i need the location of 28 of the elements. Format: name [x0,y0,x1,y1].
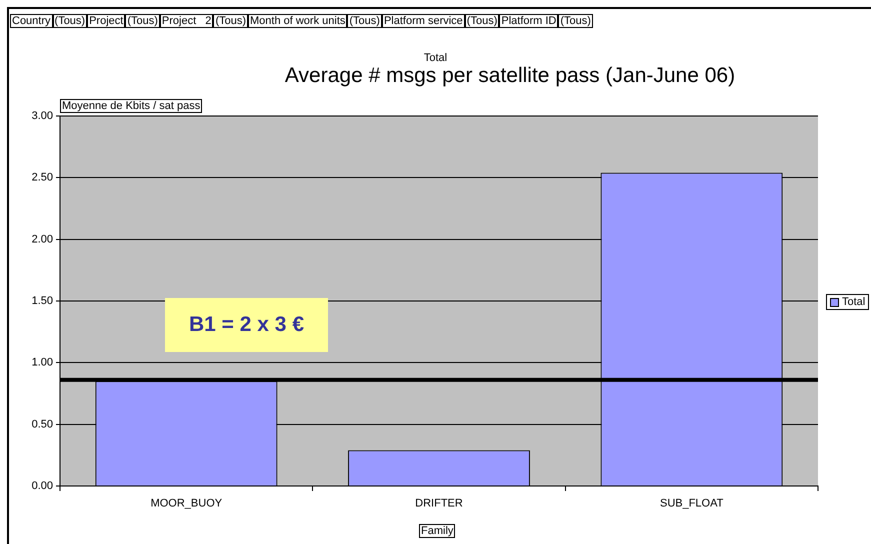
y-tick-label: 1.50 [32,295,53,308]
x-tick-label: MOOR_BUOY [150,498,223,510]
text: (Tous) [52,14,88,28]
y-tick-label: 3.00 [32,110,53,122]
y-tick-label: 2.50 [32,172,53,184]
y-tick-label: 1.00 [32,356,53,369]
text: (Tous) [347,14,382,28]
text: Project 2 [160,14,214,28]
text: Month of work units [248,14,348,28]
x-tick-label: DRIFTER [415,498,463,510]
x-axis-title: Family [419,524,456,538]
text: Country [10,14,53,28]
text: (Tous) [213,14,248,28]
text: (Tous) [558,14,593,28]
y-tick-label: 2.00 [32,233,53,246]
y-axis-title: Moyenne de Kbits / sat pass [60,99,202,113]
x-tick-label: SUB_FLOAT [660,498,724,510]
chart-subtitle: Total [422,52,448,64]
y-tick-label: 0.00 [32,480,53,492]
chart-title: Average # msgs per satellite pass (Jan-June 06) [284,64,736,88]
text: (Tous) [464,14,500,28]
text: Project [87,14,126,28]
y-tick-label: 0.50 [32,418,53,430]
text: (Tous) [125,14,160,28]
text: Platform service [382,14,465,28]
annotation: B1 = 2 x 3 € [165,298,328,352]
legend-label: Total [842,296,866,308]
text: Platform ID [499,14,558,28]
